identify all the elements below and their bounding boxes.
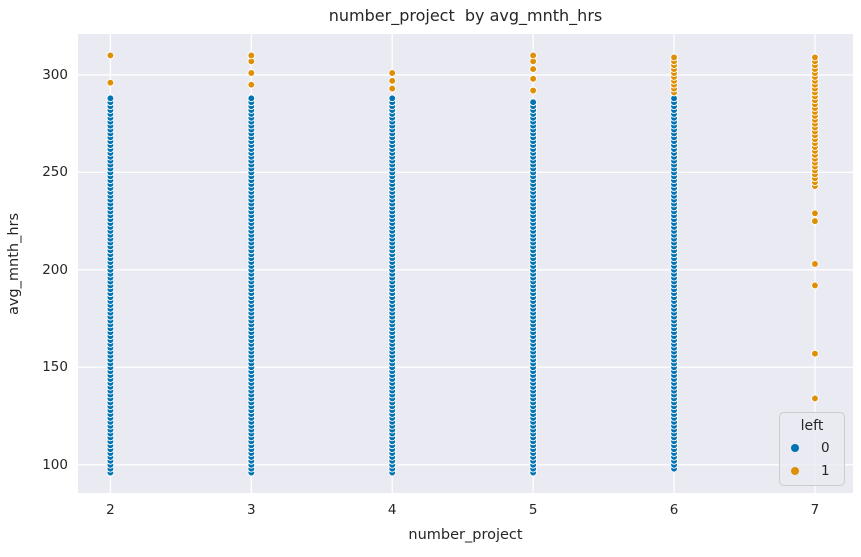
data-point	[529, 51, 537, 60]
data-point	[106, 94, 115, 103]
data-point	[388, 84, 397, 93]
legend-title: left	[800, 418, 824, 434]
x-tick-label: 6	[669, 502, 679, 518]
x-axis-label: number_project	[408, 527, 523, 543]
data-point	[388, 69, 397, 77]
data-point	[811, 349, 819, 358]
data-point	[670, 53, 678, 62]
legend-entry: 0	[780, 436, 844, 459]
data-point	[811, 281, 819, 290]
legend-entry: 1	[780, 459, 844, 482]
data-point	[247, 94, 256, 103]
legend-entry-label: 0	[821, 439, 830, 456]
data-point	[247, 51, 256, 60]
y-tick-label: 200	[42, 261, 68, 278]
y-axis-label: avg_mnth_hrs	[6, 212, 22, 316]
x-tick-label: 4	[387, 502, 397, 518]
legend-marker-icon	[791, 466, 799, 475]
data-point	[247, 80, 256, 89]
data-point	[529, 65, 537, 73]
x-tick-label: 7	[810, 502, 820, 518]
legend-entry-label: 1	[821, 462, 830, 479]
chart-title: number_project by avg_mnth_hrs	[328, 6, 603, 25]
data-point	[247, 69, 256, 77]
y-tick-label: 250	[42, 164, 68, 181]
data-point	[529, 98, 537, 107]
data-point	[529, 74, 537, 83]
data-point	[811, 394, 819, 403]
data-point	[388, 76, 397, 85]
x-tick-label: 5	[528, 502, 538, 518]
legend-marker-icon	[791, 443, 799, 452]
data-point	[106, 51, 115, 60]
y-tick-label: 300	[42, 66, 68, 83]
y-tick-label: 100	[42, 456, 68, 473]
data-point	[106, 78, 115, 87]
y-tick-label: 150	[42, 359, 68, 376]
data-point	[811, 260, 819, 268]
plot-area	[78, 34, 853, 493]
x-tick-label: 3	[247, 502, 256, 518]
data-point	[811, 209, 819, 218]
data-point	[529, 86, 537, 95]
data-point	[811, 217, 819, 225]
data-point	[811, 53, 819, 62]
data-point	[388, 94, 397, 103]
x-tick-label: 2	[106, 502, 115, 518]
